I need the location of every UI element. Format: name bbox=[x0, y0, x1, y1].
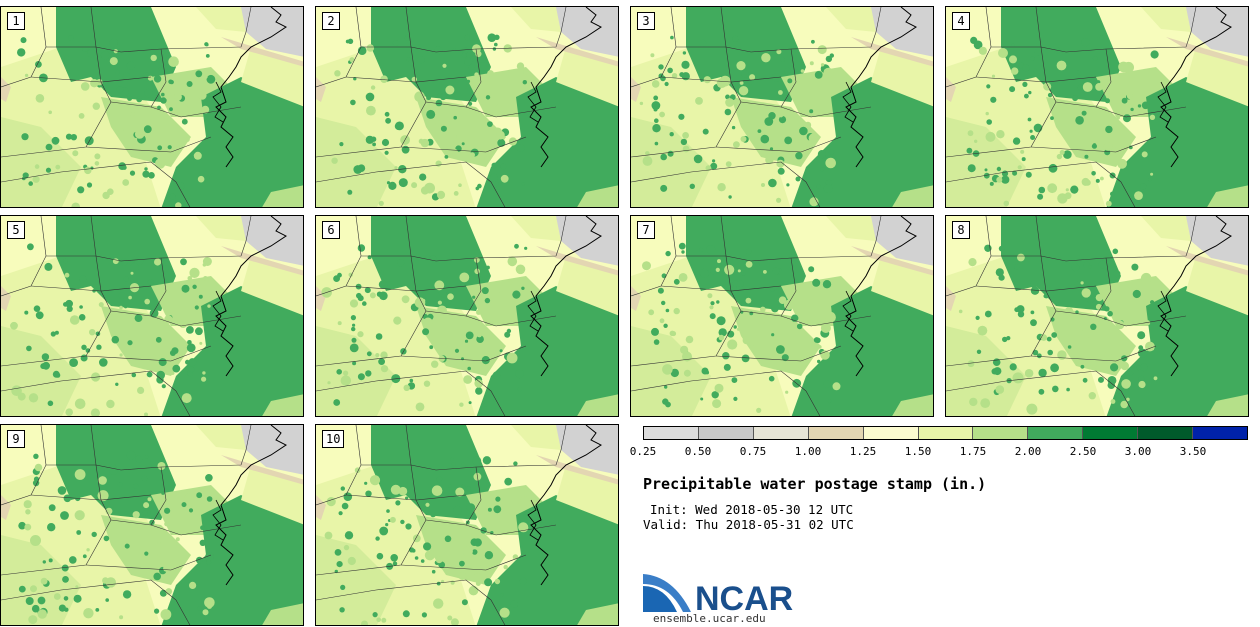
legend-tick-label: 1.00 bbox=[794, 445, 822, 458]
map-panel-4: 4 bbox=[945, 6, 1249, 208]
legend-tick-label: 2.00 bbox=[1014, 445, 1042, 458]
map-panel-10: 10 bbox=[315, 424, 619, 626]
legend-swatch bbox=[698, 427, 754, 439]
legend-swatch bbox=[918, 427, 974, 439]
map-panel-3: 3 bbox=[630, 6, 934, 208]
chart-title: Precipitable water postage stamp (in.) bbox=[643, 475, 987, 493]
legend-tick-label: 3.00 bbox=[1124, 445, 1152, 458]
panel-number: 1 bbox=[7, 12, 25, 30]
panel-number: 2 bbox=[322, 12, 340, 30]
map-panel-8: 8 bbox=[945, 215, 1249, 417]
legend-tick-label: 1.25 bbox=[849, 445, 877, 458]
panel-number: 6 bbox=[322, 221, 340, 239]
map-panel-9: 9 bbox=[0, 424, 304, 626]
legend-tick-label: 1.50 bbox=[904, 445, 932, 458]
legend-swatch bbox=[1083, 427, 1139, 439]
legend-swatch bbox=[863, 427, 919, 439]
panel-number: 4 bbox=[952, 12, 970, 30]
legend-swatch bbox=[808, 427, 864, 439]
legend-swatch bbox=[973, 427, 1029, 439]
panel-number: 9 bbox=[7, 430, 25, 448]
legend-tick-label: 1.75 bbox=[959, 445, 987, 458]
map-panel-5: 5 bbox=[0, 215, 304, 417]
map-panel-6: 6 bbox=[315, 215, 619, 417]
valid-time: Valid: Thu 2018-05-31 02 UTC bbox=[643, 517, 854, 532]
legend-tick-label: 3.50 bbox=[1179, 445, 1207, 458]
panel-number: 3 bbox=[637, 12, 655, 30]
ncar-logo: NCAR bbox=[643, 574, 793, 614]
panel-number: 8 bbox=[952, 221, 970, 239]
panel-number: 5 bbox=[7, 221, 25, 239]
map-panel-2: 2 bbox=[315, 6, 619, 208]
legend-colorbar bbox=[643, 426, 1248, 440]
map-panel-1: 1 bbox=[0, 6, 304, 208]
legend-swatch bbox=[1138, 427, 1194, 439]
legend-tick-label: 0.25 bbox=[629, 445, 657, 458]
panel-number: 10 bbox=[322, 430, 345, 448]
panel-number: 7 bbox=[637, 221, 655, 239]
legend-tick-label: 0.50 bbox=[684, 445, 712, 458]
legend-swatch bbox=[644, 427, 699, 439]
legend-tick-label: 2.50 bbox=[1069, 445, 1097, 458]
logo-url: ensemble.ucar.edu bbox=[653, 612, 766, 625]
legend-tick-label: 0.75 bbox=[739, 445, 767, 458]
logo-text: NCAR bbox=[695, 580, 793, 614]
init-time: Init: Wed 2018-05-30 12 UTC bbox=[650, 502, 854, 517]
legend-swatch bbox=[753, 427, 809, 439]
map-panel-7: 7 bbox=[630, 215, 934, 417]
legend-swatch bbox=[1193, 427, 1247, 439]
legend-swatch bbox=[1028, 427, 1084, 439]
